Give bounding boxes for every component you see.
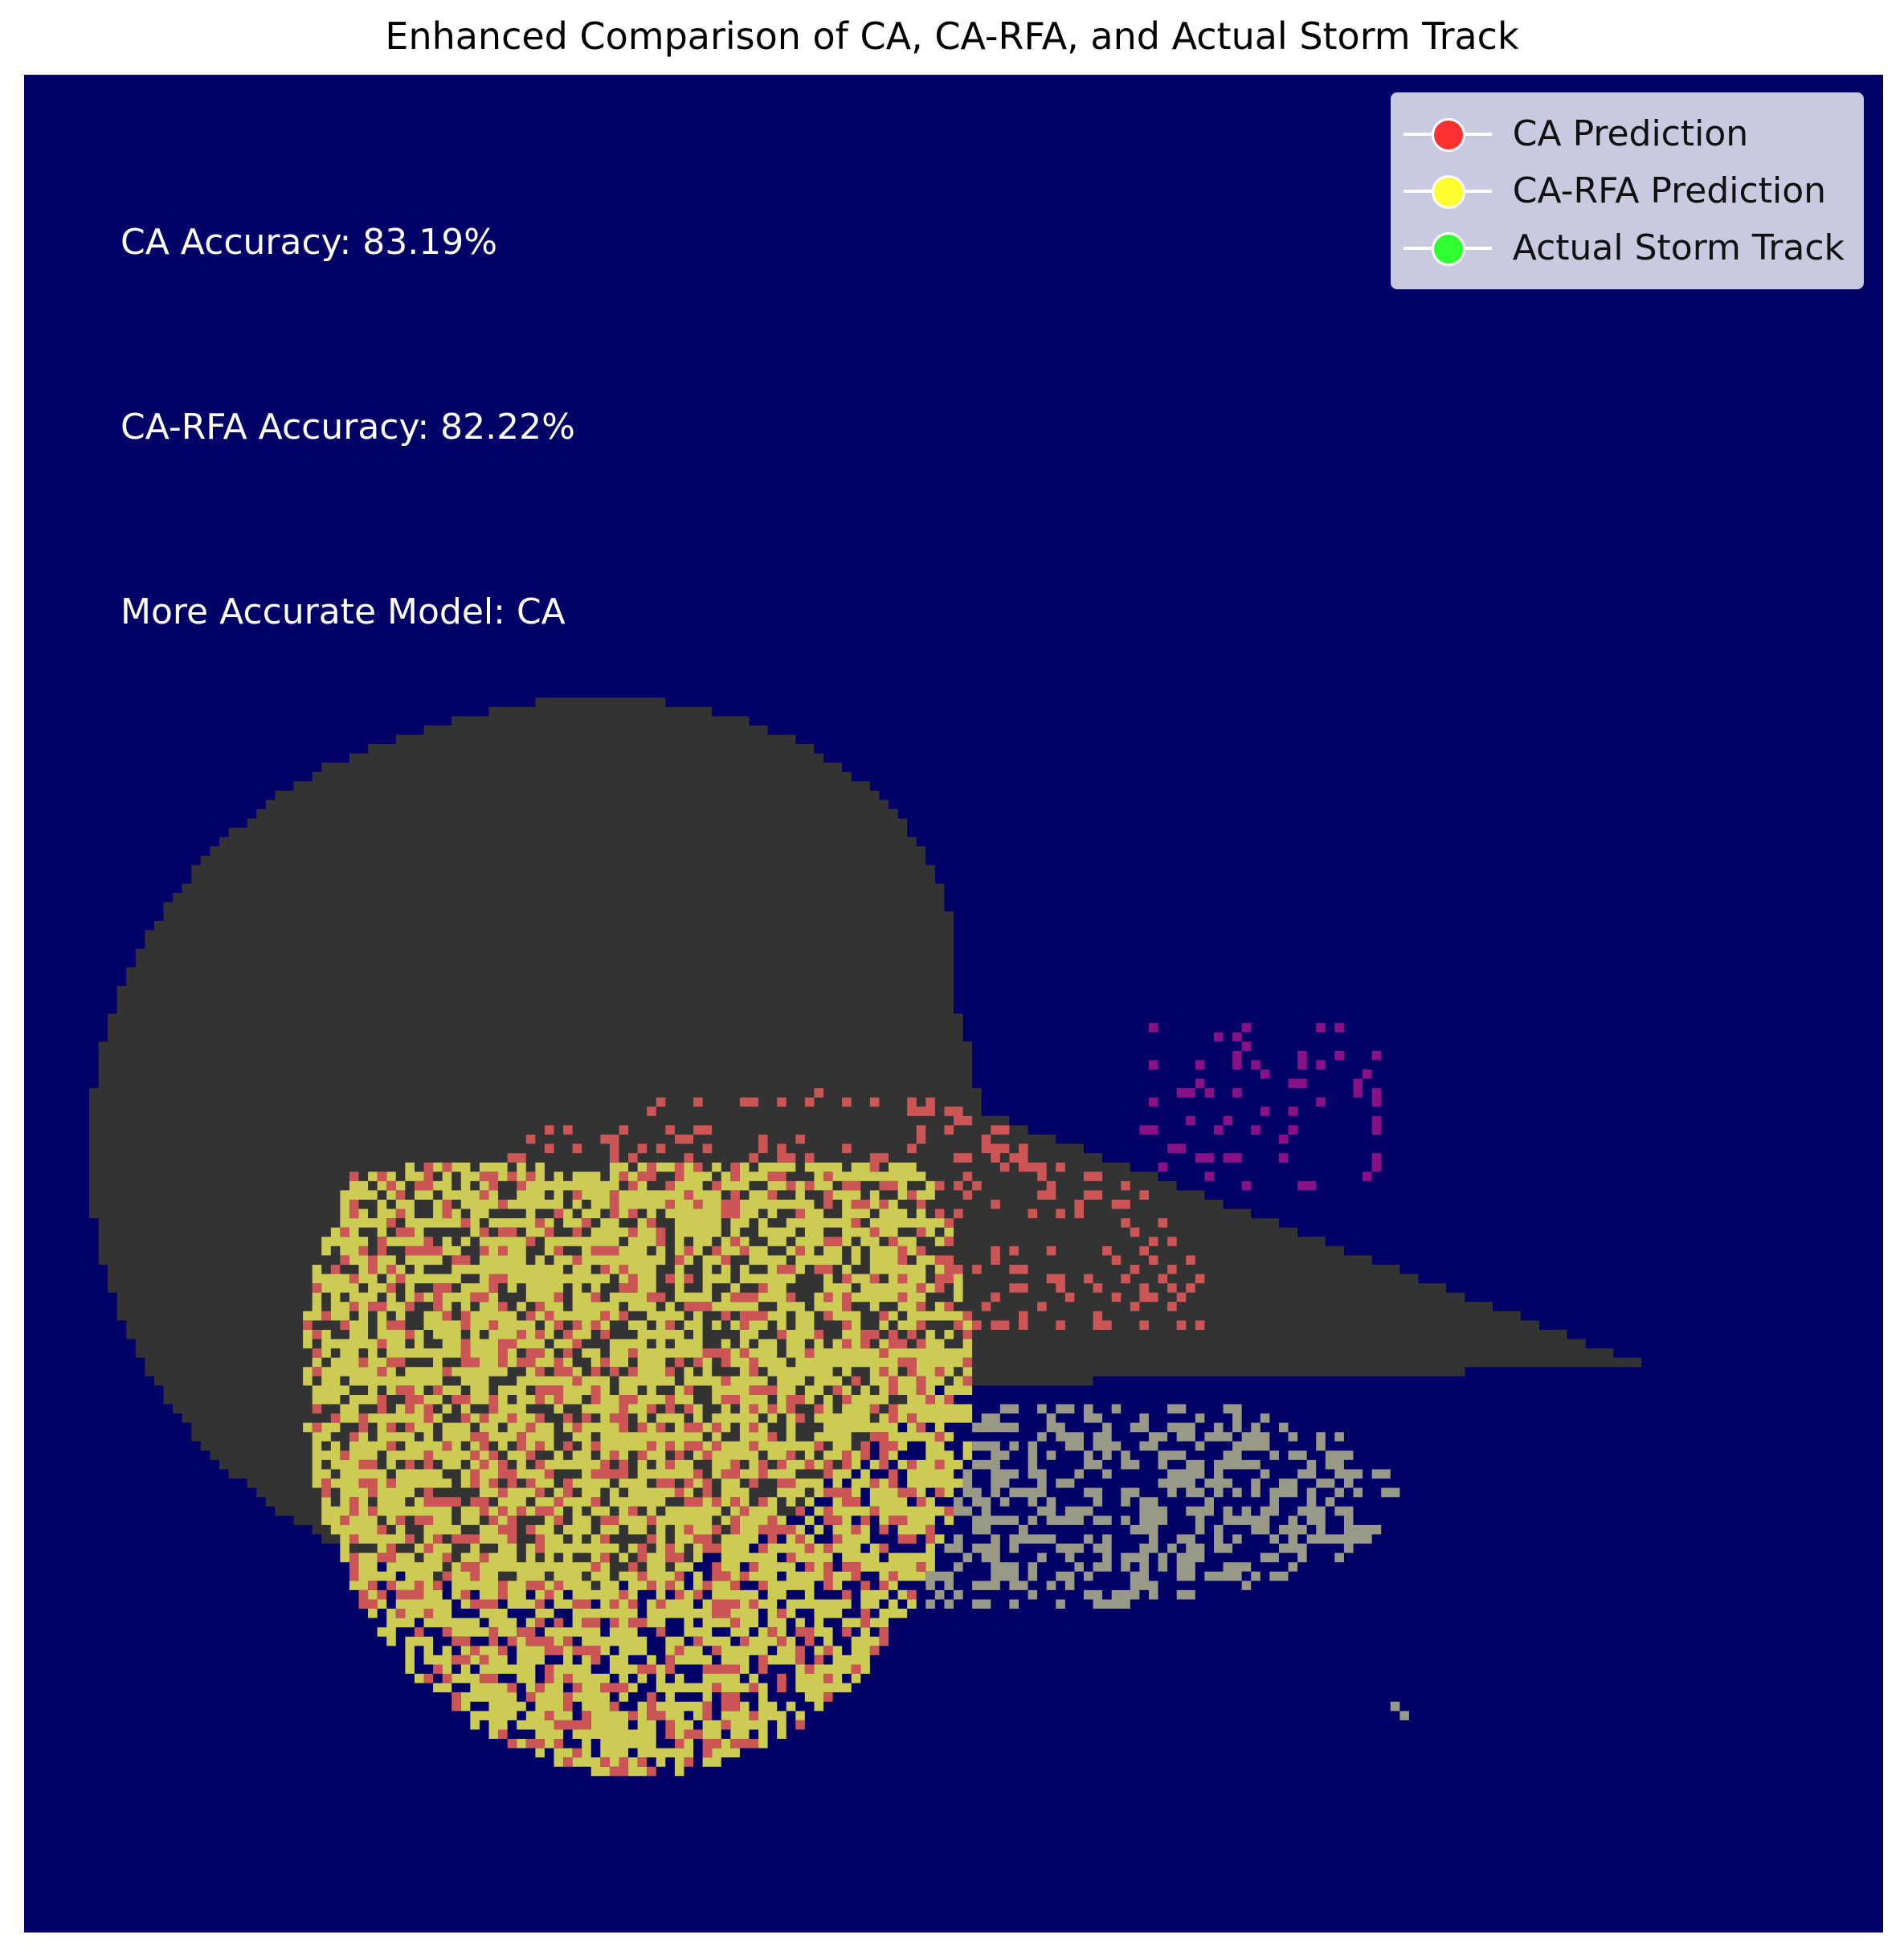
legend-marker-ca <box>1403 117 1492 152</box>
ca-accuracy-text: CA Accuracy: 83.19% <box>121 222 498 263</box>
circle-marker-icon <box>1431 231 1465 266</box>
plot-area: CA Accuracy: 83.19% CA-RFA Accuracy: 82.… <box>24 75 1883 1933</box>
legend-label-actual: Actual Storm Track <box>1512 227 1845 268</box>
actual-storm-track-cells <box>925 1404 1409 1720</box>
circle-marker-icon <box>1431 174 1465 209</box>
storm-grid-map <box>24 75 1883 1933</box>
legend-item-carfa: CA-RFA Prediction <box>1403 162 1845 219</box>
legend-label-ca: CA Prediction <box>1512 113 1749 154</box>
chart-title: Enhanced Comparison of CA, CA-RFA, and A… <box>385 14 1519 58</box>
legend-item-ca: CA Prediction <box>1403 105 1845 162</box>
legend-label-carfa: CA-RFA Prediction <box>1512 170 1827 211</box>
legend-marker-carfa <box>1403 174 1492 209</box>
more-accurate-model-text: More Accurate Model: CA <box>121 591 566 632</box>
carfa-accuracy-text: CA-RFA Accuracy: 82.22% <box>121 407 575 448</box>
circle-marker-icon <box>1431 117 1465 152</box>
scattered-ca-cells <box>1139 1023 1382 1191</box>
legend: CA Prediction CA-RFA Prediction Actual S… <box>1390 92 1864 289</box>
ca-prediction-cells <box>303 1088 1205 1777</box>
legend-item-actual: Actual Storm Track <box>1403 219 1845 276</box>
legend-marker-actual <box>1403 231 1492 266</box>
